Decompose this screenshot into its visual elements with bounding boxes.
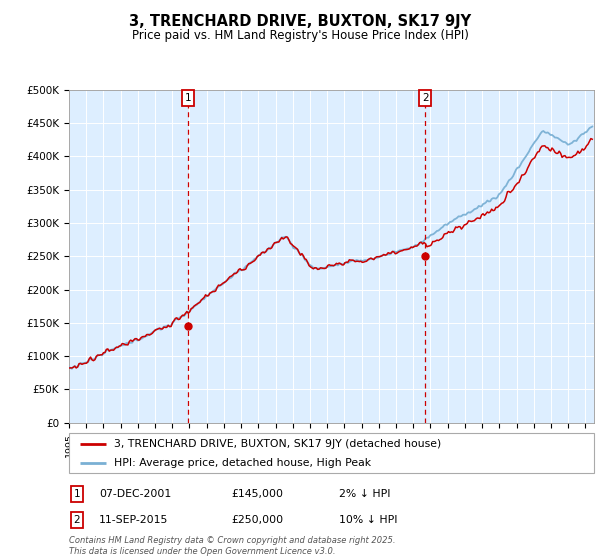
Text: 3, TRENCHARD DRIVE, BUXTON, SK17 9JY: 3, TRENCHARD DRIVE, BUXTON, SK17 9JY (129, 14, 471, 29)
Text: Contains HM Land Registry data © Crown copyright and database right 2025.
This d: Contains HM Land Registry data © Crown c… (69, 536, 395, 556)
Text: £145,000: £145,000 (231, 489, 283, 499)
Text: 10% ↓ HPI: 10% ↓ HPI (339, 515, 397, 525)
Text: £250,000: £250,000 (231, 515, 283, 525)
Text: 2: 2 (73, 515, 80, 525)
Text: 1: 1 (73, 489, 80, 499)
Text: Price paid vs. HM Land Registry's House Price Index (HPI): Price paid vs. HM Land Registry's House … (131, 29, 469, 42)
Text: 2: 2 (422, 93, 428, 103)
Text: 11-SEP-2015: 11-SEP-2015 (99, 515, 169, 525)
Text: 07-DEC-2001: 07-DEC-2001 (99, 489, 171, 499)
Text: HPI: Average price, detached house, High Peak: HPI: Average price, detached house, High… (113, 458, 371, 468)
FancyBboxPatch shape (69, 433, 594, 473)
Text: 1: 1 (185, 93, 191, 103)
Text: 2% ↓ HPI: 2% ↓ HPI (339, 489, 391, 499)
Text: 3, TRENCHARD DRIVE, BUXTON, SK17 9JY (detached house): 3, TRENCHARD DRIVE, BUXTON, SK17 9JY (de… (113, 439, 441, 449)
